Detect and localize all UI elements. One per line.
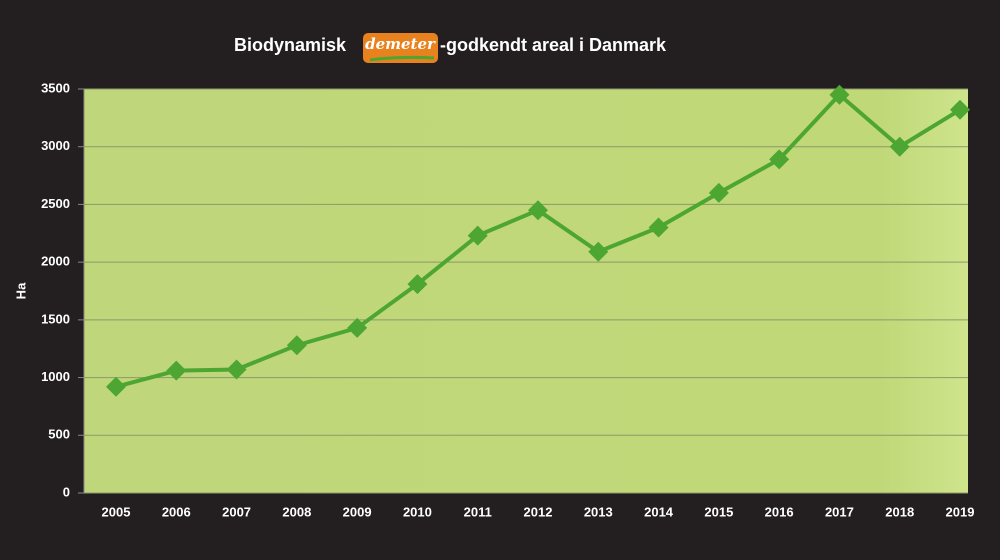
- data-point: [467, 225, 488, 246]
- x-tick-label: 2015: [704, 504, 733, 519]
- logo-badge: [363, 33, 438, 63]
- data-point: [106, 376, 126, 397]
- y-tick-label: 3000: [41, 138, 70, 153]
- y-tick-label: 1500: [41, 311, 70, 326]
- y-tick-label: 0: [63, 484, 70, 499]
- data-point: [166, 360, 187, 381]
- x-tick-label: 2012: [524, 504, 553, 519]
- data-point: [950, 99, 970, 120]
- x-tick-label: 2007: [222, 504, 251, 519]
- data-point: [347, 317, 368, 338]
- data-point: [769, 149, 790, 170]
- x-tick-label: 2005: [102, 504, 131, 519]
- chart-title: Biodynamisk: [234, 35, 347, 55]
- data-point: [528, 200, 548, 221]
- x-tick-label: 2016: [765, 504, 794, 519]
- x-tick-label: 2019: [946, 504, 975, 519]
- logo-swoosh: [369, 55, 435, 62]
- data-point: [708, 182, 729, 203]
- x-tick-label: 2017: [825, 504, 854, 519]
- x-tick-label: 2010: [403, 504, 432, 519]
- x-tick-label: 2009: [343, 504, 372, 519]
- y-tick-label: 3500: [41, 80, 70, 95]
- data-point: [226, 359, 247, 380]
- plot-area: [84, 89, 968, 493]
- x-tick-label: 2013: [584, 504, 613, 519]
- y-tick-label: 500: [48, 427, 70, 442]
- data-point: [286, 335, 307, 356]
- x-tick-label: 2008: [282, 504, 311, 519]
- data-point: [648, 217, 669, 238]
- data-point: [889, 136, 910, 157]
- y-axis-label: Ha: [13, 282, 28, 299]
- y-tick-label: 2000: [41, 254, 70, 269]
- x-tick-label: 2014: [644, 504, 674, 519]
- demeter-logo: demeter: [363, 33, 438, 63]
- x-tick-label: 2006: [162, 504, 191, 519]
- x-tick-label: 2018: [885, 504, 914, 519]
- data-point: [588, 241, 609, 262]
- y-tick-label: 1000: [41, 369, 70, 384]
- logo-text: demeter: [365, 35, 436, 53]
- x-tick-label: 2011: [464, 504, 492, 519]
- y-tick-label: 2500: [41, 196, 70, 211]
- data-point: [829, 84, 850, 105]
- data-point: [407, 274, 428, 295]
- chart-title-rest: -godkendt areal i Danmark: [440, 35, 667, 55]
